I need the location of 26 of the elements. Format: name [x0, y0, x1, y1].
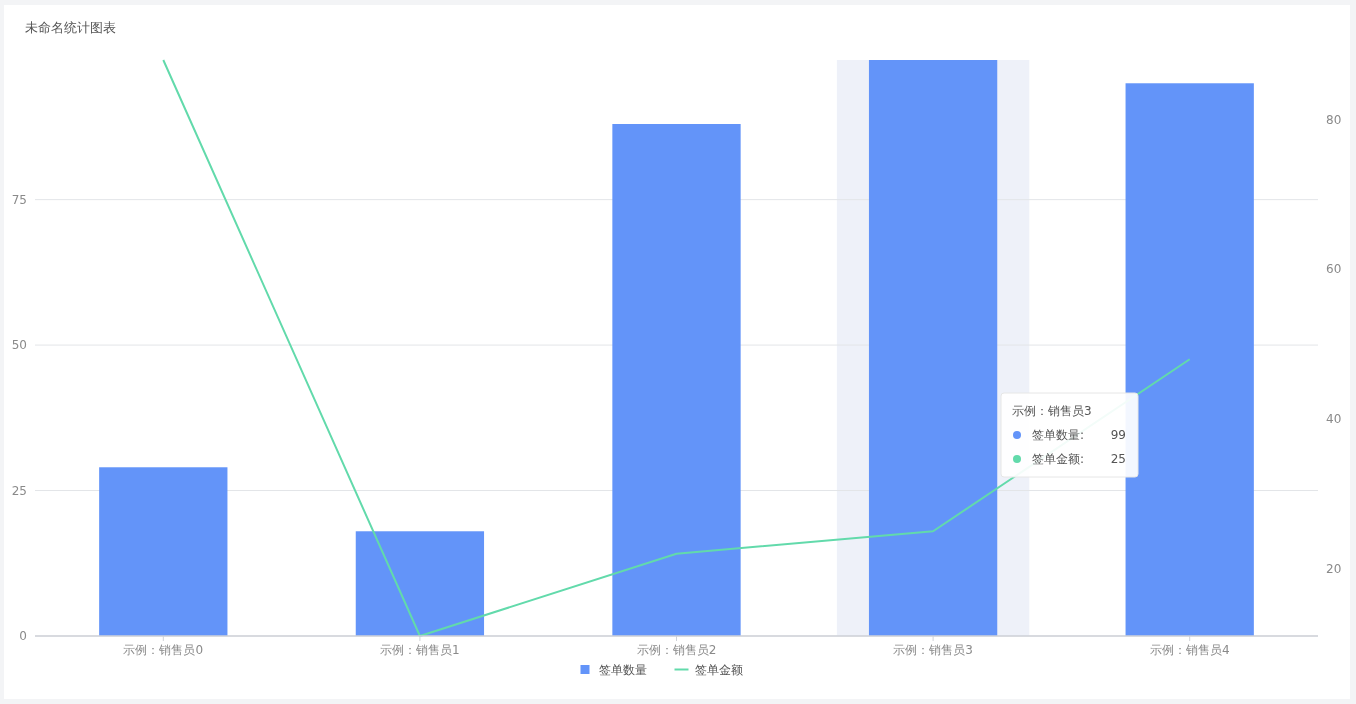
y-tick-label: 25: [11, 483, 27, 498]
bar: [1125, 83, 1254, 636]
y2-tick-label: 20: [1326, 561, 1342, 576]
annotation: 25: [1110, 452, 1126, 466]
y-tick-label: 50: [11, 338, 27, 353]
bar: [99, 467, 228, 636]
bar: [355, 531, 485, 636]
x-tick-label: 示例：销售员0: [123, 643, 204, 657]
y-tick-label: 75: [11, 192, 27, 207]
y2-tick-label: 80: [1326, 112, 1342, 127]
y-tick-label: 0: [19, 629, 27, 643]
annotation: 示例：销售员3: [1012, 404, 1092, 418]
x-tick-label: 示例：销售员4: [1149, 643, 1230, 657]
x-tick-label: 示例：销售员1: [380, 643, 460, 657]
legend-label: 签单金额: [694, 663, 743, 677]
line-series: [162, 59, 1191, 637]
legend-label: 签单数量: [598, 663, 647, 677]
y2-tick-label: 40: [1326, 412, 1342, 427]
x-tick-label: 示例：销售员2: [636, 643, 717, 657]
chart-title: 未命名统计图表: [25, 20, 116, 35]
annotation: 99: [1110, 428, 1126, 442]
annotation: 签单金额:: [1032, 452, 1085, 466]
x-tick-label: 示例：销售员3: [893, 643, 973, 657]
bar: [612, 124, 741, 636]
y2-tick-label: 60: [1326, 262, 1342, 277]
annotation: 签单数量:: [1032, 428, 1085, 442]
